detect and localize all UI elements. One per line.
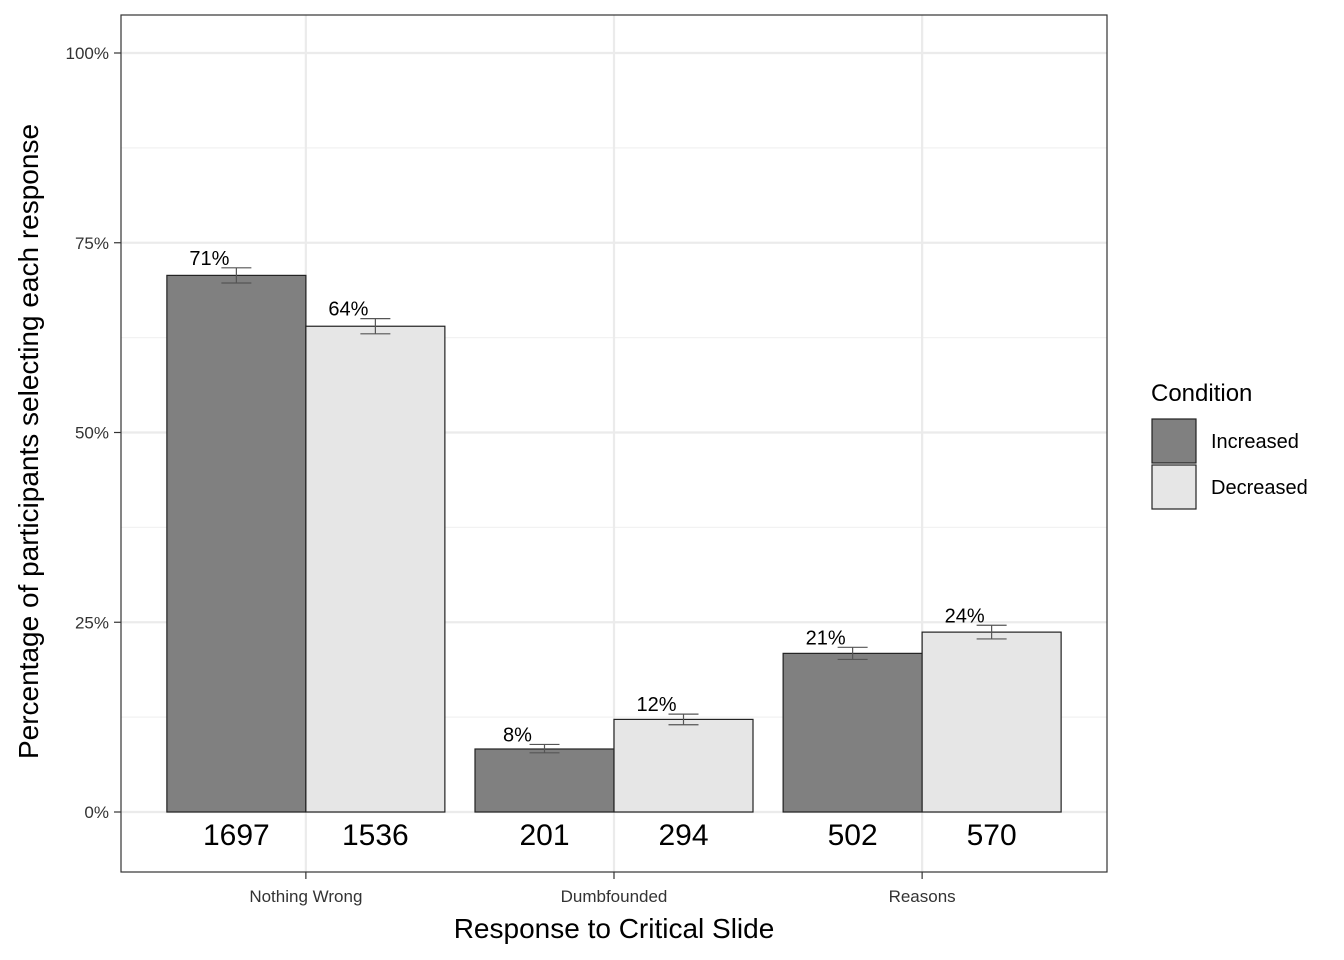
legend-title: Condition	[1151, 380, 1252, 407]
bar	[782, 652, 923, 813]
x-axis: Nothing Wrong Dumbfounded Reasons	[249, 872, 956, 906]
bar	[921, 631, 1062, 813]
bar	[305, 325, 446, 813]
bar-value-label: 12%	[636, 694, 676, 716]
bar	[474, 748, 615, 813]
bar-count-label: 570	[967, 819, 1017, 852]
y-tick-label: 25%	[75, 613, 109, 632]
legend-label: Increased	[1211, 431, 1299, 453]
x-axis-title: Response to Critical Slide	[454, 913, 775, 944]
y-tick-label: 50%	[75, 424, 109, 443]
bar	[166, 274, 307, 813]
x-tick-label: Dumbfounded	[561, 887, 668, 906]
y-tick-label: 100%	[66, 44, 109, 63]
bar	[613, 718, 754, 813]
bar-value-label: 21%	[806, 627, 846, 649]
bar-value-label: 8%	[503, 724, 532, 746]
bar-value-label: 24%	[945, 605, 985, 627]
x-tick-label: Nothing Wrong	[249, 887, 362, 906]
y-tick-label: 0%	[84, 803, 109, 822]
legend: Condition Increased Decreased	[1151, 380, 1308, 510]
bar-value-label: 64%	[328, 299, 368, 321]
bar-count-label: 502	[828, 819, 878, 852]
bar-count-label: 201	[519, 819, 569, 852]
bar-count-label: 294	[658, 819, 708, 852]
y-axis-title: Percentage of participants selecting eac…	[13, 124, 44, 759]
legend-key	[1151, 418, 1197, 464]
bar-value-labels: 71% 8% 21% 64% 12% 24%	[189, 248, 984, 747]
bar-value-label: 71%	[189, 248, 229, 270]
bar-count-label: 1697	[203, 819, 270, 852]
error-bars	[221, 267, 1007, 754]
bar-count-label: 1536	[342, 819, 409, 852]
legend-label: Decreased	[1211, 477, 1308, 499]
bar-count-labels: 1697 201 502 1536 294 570	[203, 819, 1017, 852]
y-tick-label: 75%	[75, 234, 109, 253]
bars	[166, 274, 1062, 813]
legend-key	[1151, 464, 1197, 510]
x-tick-label: Reasons	[889, 887, 956, 906]
y-axis: 0% 25% 50% 75% 100%	[66, 44, 121, 822]
